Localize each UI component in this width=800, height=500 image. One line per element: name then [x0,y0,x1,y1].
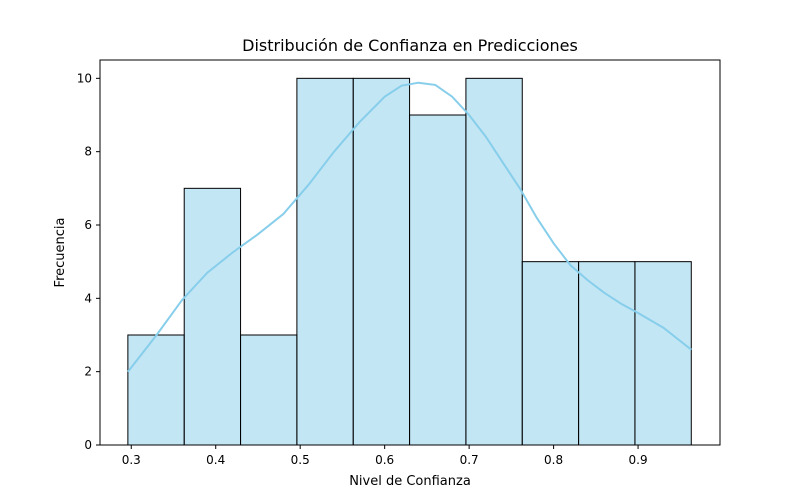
x-tick-label: 0.4 [206,453,225,467]
histogram-bar [465,77,523,446]
x-tick-label: 0.5 [291,453,310,467]
y-axis-ticks: 0 2 4 6 8 10 [77,71,100,452]
plot-frame [99,59,721,446]
chart-title: Distribución de Confianza en Prediccione… [242,36,578,55]
x-tick-label: 0.3 [122,453,141,467]
histogram-bar [240,334,298,446]
histogram-bar [127,334,185,446]
y-tick-label: 4 [84,291,92,305]
y-tick-label: 6 [84,218,92,232]
histogram-bar [634,261,692,446]
histogram-bar [183,187,242,446]
y-tick-label: 8 [84,145,92,159]
y-axis-label: Frecuencia [53,218,68,288]
kde-line [127,81,692,373]
x-axis-ticks: 0.3 0.4 0.5 0.6 0.7 0.8 0.9 [122,445,648,467]
histogram-bar [521,261,580,446]
histogram-bar [578,261,636,446]
bars-group [127,77,692,446]
y-tick-label: 10 [77,71,92,85]
x-tick-label: 0.8 [544,453,563,467]
histogram-bar [352,77,411,446]
y-tick-label: 2 [84,365,92,379]
y-tick-label: 0 [84,438,92,452]
histogram-bar [296,77,354,446]
x-axis-label: Nivel de Confianza [349,474,471,489]
histogram-bar [409,114,467,446]
x-tick-label: 0.6 [375,453,394,467]
x-tick-label: 0.7 [460,453,479,467]
x-tick-label: 0.9 [629,453,648,467]
